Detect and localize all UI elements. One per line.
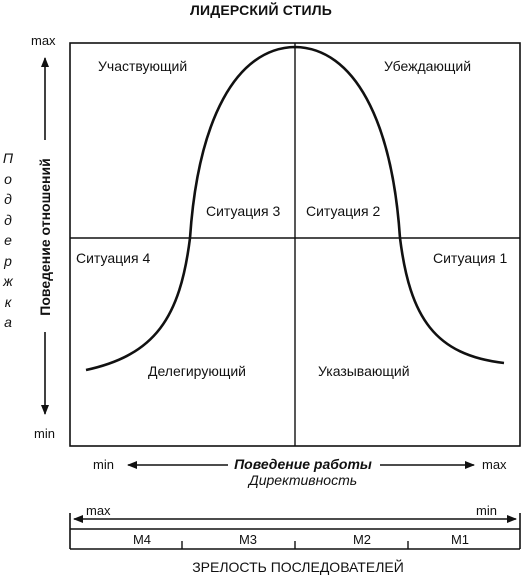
x-axis-min-label: min <box>93 457 114 472</box>
quadrant-selling: Убеждающий <box>384 58 472 74</box>
situation-1-label: Ситуация 1 <box>433 250 508 266</box>
quadrant-telling: Указывающий <box>318 363 410 379</box>
diagram-title: ЛИДЕРСКИЙ СТИЛЬ <box>189 2 333 18</box>
situation-2-label: Ситуация 2 <box>306 203 381 219</box>
y-axis-max-label: max <box>31 33 56 48</box>
situation-4-label: Ситуация 4 <box>76 250 151 266</box>
y-axis-min-label: min <box>34 426 55 441</box>
x-axis-subtitle: Директивность <box>248 472 358 488</box>
quadrant-delegating: Делегирующий <box>148 363 246 379</box>
quadrant-participating: Участвующий <box>98 58 188 74</box>
y-axis-title: Поведение отношений <box>37 158 53 316</box>
situation-3-label: Ситуация 3 <box>206 203 281 219</box>
x-axis-title: Поведение работы <box>234 456 372 472</box>
maturity-max-label: max <box>86 503 111 518</box>
maturity-segment-m2: M2 <box>352 532 372 547</box>
maturity-segment-m3: M3 <box>238 532 258 547</box>
leadership-curve <box>85 45 505 372</box>
maturity-min-label: min <box>476 503 497 518</box>
maturity-title: ЗРЕЛОСТЬ ПОСЛЕДОВАТЕЛЕЙ <box>192 559 404 575</box>
maturity-segment-m1: M1 <box>450 532 470 547</box>
x-axis-max-label: max <box>482 457 507 472</box>
maturity-segment-m4: M4 <box>132 532 152 547</box>
